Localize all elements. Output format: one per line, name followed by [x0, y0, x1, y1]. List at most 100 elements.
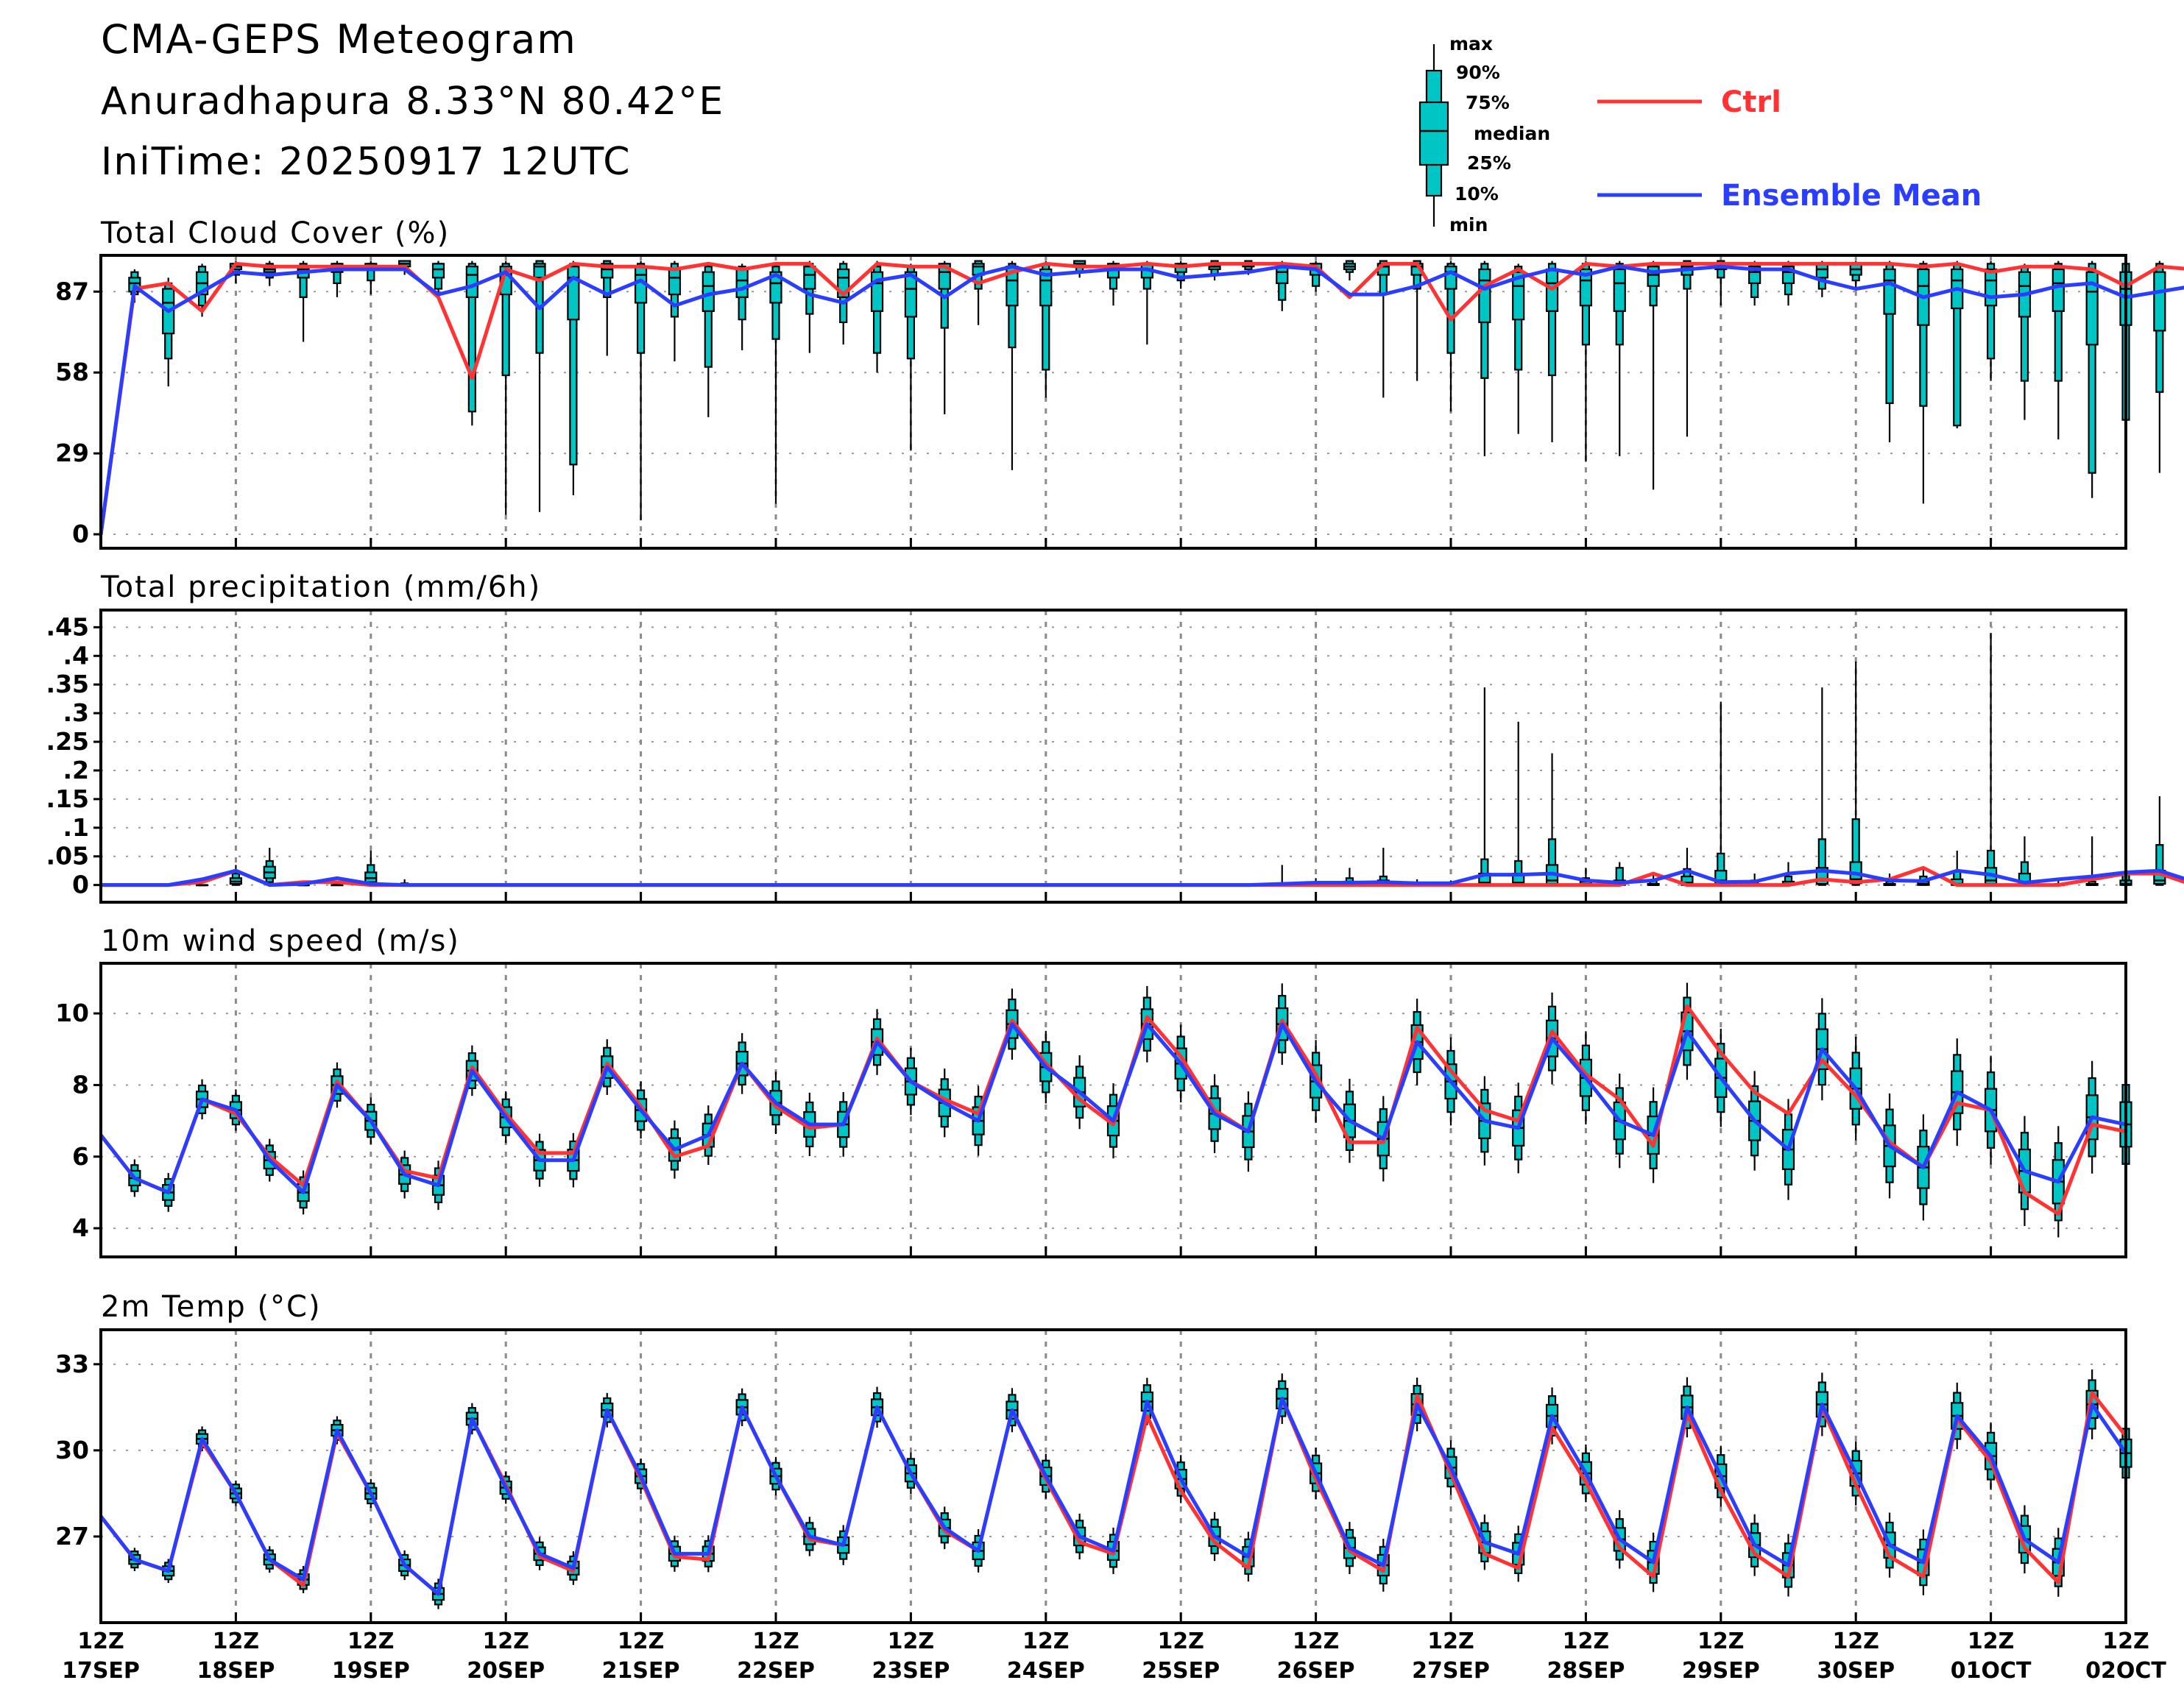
x-tick-date-label: 23SEP	[872, 1658, 950, 1684]
box-41	[1478, 261, 1491, 456]
box-55	[1951, 261, 1964, 429]
box-2	[162, 277, 175, 387]
panel-title: 2m Temp (°C)	[101, 1290, 322, 1324]
box-47	[1681, 260, 1694, 437]
y-tick-label: 87	[55, 277, 89, 305]
plot-frame	[99, 609, 2127, 904]
y-tick-label: 10	[55, 999, 89, 1027]
x-tick-hour-label: 12Z	[213, 1629, 260, 1654]
box-37	[1343, 260, 1357, 281]
box-interquartile	[1883, 268, 1896, 315]
box-40	[1444, 261, 1457, 412]
box-outer-range	[2088, 263, 2096, 474]
box-interquartile	[1039, 268, 1053, 307]
box-outer-range	[1987, 263, 1996, 360]
x-tick-hour-label: 12Z	[2102, 1629, 2149, 1654]
x-tick-hour-label: 12Z	[1697, 1629, 1745, 1654]
y-tick-label: 8	[72, 1070, 89, 1099]
x-tick-hour-label: 12Z	[618, 1629, 665, 1654]
box-outer-range	[1817, 838, 1826, 886]
key-label-6: min	[1449, 214, 1488, 235]
y-tick-label: .1	[63, 813, 90, 842]
box-46	[1647, 261, 1660, 490]
box-outer-range	[603, 260, 612, 298]
box-56	[1985, 633, 1998, 886]
x-tick-hour-label: 12Z	[1563, 1629, 1610, 1654]
y-tick-label: 4	[72, 1213, 89, 1242]
box-29	[1073, 260, 1086, 278]
x-tick-date-label: 25SEP	[1142, 1658, 1220, 1684]
box-18	[702, 263, 715, 417]
key-label-3: median	[1474, 123, 1550, 144]
x-tick-hour-label: 12Z	[347, 1629, 395, 1654]
box-outer-range	[1851, 818, 1860, 886]
y-tick-label: 58	[55, 358, 89, 386]
box-interquartile	[735, 268, 749, 298]
key-label-2: 75%	[1466, 92, 1510, 113]
box-38	[1377, 260, 1390, 398]
x-tick-date-label: 29SEP	[1682, 1658, 1760, 1684]
box-28	[1039, 261, 1053, 398]
box-5	[263, 848, 276, 885]
y-tick-label: 30	[55, 1436, 89, 1464]
box-interquartile	[2085, 271, 2099, 346]
box-43	[1545, 753, 1559, 886]
box-58	[2052, 261, 2065, 440]
box-51	[1815, 687, 1828, 886]
box-interquartile	[702, 271, 715, 312]
x-tick-date-label: 20SEP	[467, 1658, 545, 1684]
x-tick-date-label: 28SEP	[1547, 1658, 1625, 1684]
box-interquartile	[1647, 266, 1660, 287]
box-27	[1006, 261, 1019, 470]
box-52	[1849, 662, 1862, 886]
x-tick-hour-label: 12Z	[888, 1629, 935, 1654]
box-outer-range	[1919, 263, 1928, 407]
y-tick-label: 27	[55, 1522, 89, 1551]
panel-0: 0 29 58 87 Total Cloud Cover (%)	[55, 216, 2184, 550]
box-42	[1512, 263, 1525, 434]
box-interquartile	[1815, 263, 1828, 279]
panel-2: 4 6 8 10 10m wind speed (m/s)	[55, 924, 2132, 1258]
x-tick-date-label: 21SEP	[602, 1658, 680, 1684]
series-ensemble-mean-line	[99, 1022, 2127, 1194]
legend-label-0: Ctrl	[1721, 85, 1781, 119]
box-interquartile	[2052, 268, 2065, 312]
box-59	[2085, 261, 2099, 498]
box-57	[2018, 263, 2032, 420]
legend-label-1: Ensemble Mean	[1721, 179, 1982, 213]
y-tick-label: 0	[72, 871, 89, 899]
y-tick-label: 0	[72, 520, 89, 548]
box-interquartile	[431, 263, 445, 279]
x-tick-date-label: 22SEP	[737, 1658, 815, 1684]
x-tick-hour-label: 12Z	[1427, 1629, 1474, 1654]
x-tick-date-label: 24SEP	[1007, 1658, 1085, 1684]
init-time-label: IniTime: 20250917 12UTC	[101, 140, 632, 184]
y-tick-label: .25	[46, 727, 89, 756]
series-ctrl-line	[99, 261, 2184, 535]
box-interquartile	[1613, 268, 1626, 312]
box-outer-range	[1446, 263, 1455, 354]
box-outer-range	[1547, 263, 1557, 377]
box-4	[229, 865, 242, 886]
chart-title: CMA-GEPS Meteogram	[101, 16, 577, 63]
y-tick-label: .2	[63, 756, 90, 784]
x-tick-date-label: 26SEP	[1277, 1658, 1355, 1684]
box-57	[2018, 836, 2032, 886]
box-31	[1140, 261, 1153, 345]
box-6	[297, 261, 310, 342]
panel-title: 10m wind speed (m/s)	[101, 924, 460, 958]
key-label-1: 90%	[1456, 62, 1500, 83]
box-19	[735, 263, 749, 350]
box-39	[1410, 260, 1424, 381]
y-tick-label: .4	[63, 641, 90, 670]
box-20	[769, 263, 782, 504]
box-16	[634, 261, 648, 521]
box-61	[2153, 261, 2166, 473]
x-tick-date-label: 19SEP	[332, 1658, 410, 1684]
box-outer-range	[636, 263, 646, 354]
x-tick-date-label: 17SEP	[62, 1658, 140, 1684]
box-44	[1579, 261, 1592, 462]
panel-title: Total Cloud Cover (%)	[100, 216, 450, 250]
x-tick-hour-label: 12Z	[1293, 1629, 1340, 1654]
